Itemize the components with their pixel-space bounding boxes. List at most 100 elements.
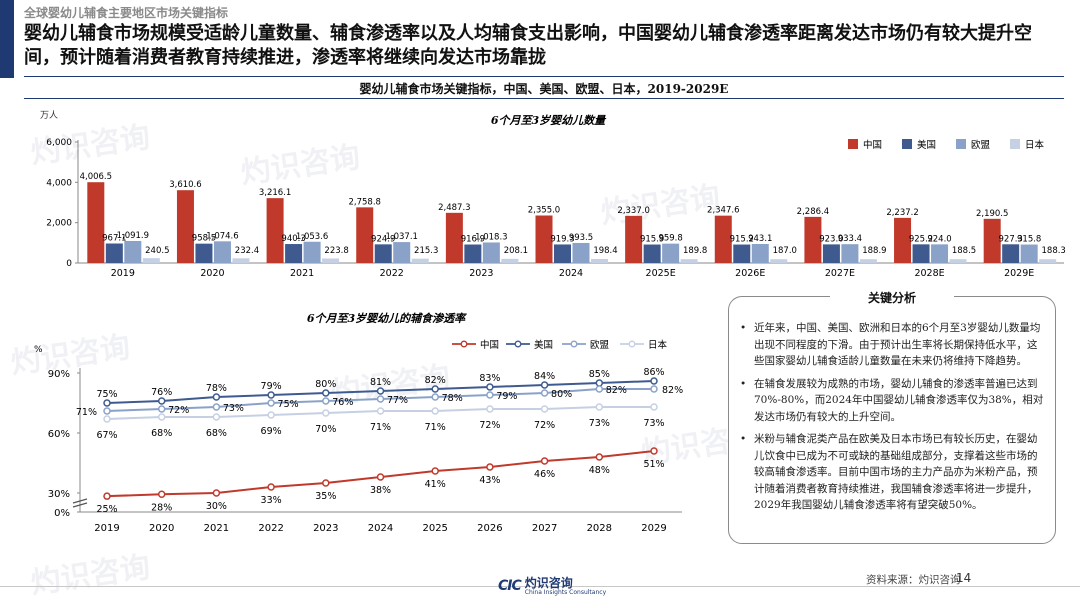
company-logo: CIC 灼识咨询 China Insights Consultancy [498, 574, 606, 598]
bar-data-label: 2,347.6 [707, 206, 739, 216]
data-point [267, 391, 275, 399]
analysis-list: 近年来，中国、美国、欧洲和日本的6个月至3岁婴幼儿数量均出现不同程度的下滑。由于… [736, 320, 1046, 520]
bar [322, 258, 340, 263]
bar-data-label: 187.0 [773, 246, 797, 256]
bar [232, 258, 250, 263]
bar-data-label: 232.4 [235, 246, 259, 256]
data-point [322, 397, 330, 405]
bar [751, 243, 769, 263]
line-x-tick-label: 2028 [587, 523, 612, 534]
line-data-label: 79% [496, 391, 517, 402]
data-point [157, 397, 166, 405]
bar-data-label: 1,074.6 [206, 231, 238, 241]
bar [393, 242, 411, 263]
line-data-label: 33% [261, 495, 282, 506]
line-data-label: 71% [76, 407, 97, 418]
bar [662, 243, 680, 263]
data-point [376, 473, 385, 481]
bar-data-label: 958.5 [192, 234, 216, 244]
data-point [486, 463, 494, 471]
line-data-label: 28% [151, 502, 172, 513]
bar-data-label: 1,037.1 [386, 232, 418, 242]
bar [411, 258, 429, 263]
bar-data-label: 915.2 [730, 235, 754, 245]
line-data-label: 25% [96, 504, 117, 515]
line-x-tick-label: 2023 [313, 523, 338, 534]
bar-data-label: 943.1 [748, 234, 772, 244]
bar-data-label: 916.9 [461, 235, 485, 245]
data-point [650, 377, 658, 385]
data-point [650, 403, 658, 411]
bar-data-label: 925.2 [909, 234, 933, 244]
bar [643, 244, 661, 263]
data-point [322, 409, 330, 417]
bar-data-label: 2,337.0 [617, 206, 649, 216]
legend-label: 中国 [863, 139, 882, 151]
line-data-label: 75% [96, 389, 117, 400]
bar [714, 215, 732, 263]
bar-y-axis-label: 万人 [40, 110, 58, 121]
data-point [103, 492, 111, 500]
legend-label: 美国 [917, 139, 936, 151]
legend-marker [570, 340, 578, 348]
bar [195, 243, 213, 263]
line-data-label: 72% [168, 405, 189, 416]
bar-data-label: 927.3 [999, 234, 1023, 244]
bar [625, 215, 643, 263]
bar [949, 259, 967, 263]
bar [859, 259, 877, 263]
bar-x-tick-label: 2027E [825, 268, 855, 279]
bar [912, 244, 930, 263]
line-data-label: 85% [589, 369, 610, 380]
bar-x-tick-label: 2024 [559, 268, 583, 279]
data-point [212, 393, 221, 401]
data-point [486, 405, 494, 413]
bar-data-label: 933.4 [838, 234, 862, 244]
line-y-axis-label: % [34, 345, 43, 355]
bar-x-tick-label: 2021 [290, 268, 314, 279]
bar-data-label: 240.5 [145, 246, 169, 256]
line-data-label: 83% [479, 373, 500, 384]
data-point [267, 399, 275, 407]
bar-data-label: 1,018.3 [475, 232, 507, 242]
line-data-label: 75% [278, 399, 299, 410]
data-point [486, 383, 494, 391]
line-data-label: 68% [151, 428, 172, 439]
bar [841, 244, 859, 263]
line-x-tick-label: 2021 [204, 523, 229, 534]
bar-x-tick-label: 2020 [200, 268, 224, 279]
data-point [650, 447, 658, 455]
line-x-tick-label: 2024 [368, 523, 393, 534]
bar [445, 212, 463, 263]
bar-data-label: 188.9 [862, 246, 886, 256]
source-note: 资料来源：灼识咨询 [866, 574, 961, 586]
line-data-label: 69% [261, 426, 282, 437]
accent-bar [0, 0, 14, 78]
bar [804, 216, 822, 263]
line-data-label: 82% [425, 375, 446, 386]
bar-data-label: 223.8 [324, 246, 348, 256]
bar [572, 242, 590, 263]
data-point [267, 483, 275, 491]
page-number: 14 [956, 571, 972, 585]
bar-data-label: 2,355.0 [528, 206, 560, 216]
line-y-tick-label: 30% [48, 489, 70, 500]
line-data-label: 76% [151, 387, 172, 398]
bar-x-tick-label: 2026E [735, 268, 765, 279]
bar-data-label: 208.1 [504, 246, 528, 256]
line-data-label: 81% [370, 377, 391, 388]
bar-data-label: 2,237.2 [886, 208, 918, 218]
bar [733, 244, 751, 263]
legend-swatch [848, 139, 858, 149]
footer-divider [0, 586, 1080, 587]
line-data-label: 38% [370, 485, 391, 496]
data-point [157, 413, 166, 421]
logo-mark: CIC [498, 578, 522, 594]
data-point [376, 407, 385, 415]
legend-label: 中国 [480, 339, 499, 351]
bar [1020, 244, 1038, 263]
line-data-label: 71% [370, 422, 391, 433]
bar-chart-title: 6个月至3岁婴幼儿数量 [491, 114, 607, 127]
bar [680, 259, 698, 263]
data-point [157, 490, 166, 499]
